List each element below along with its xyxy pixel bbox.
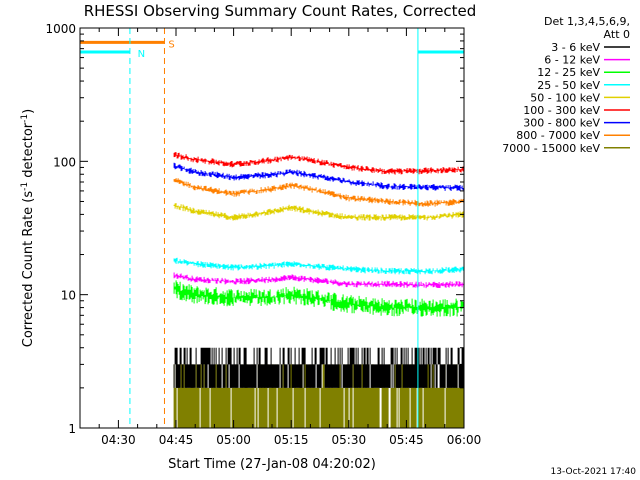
x-axis-label: Start Time (27-Jan-08 04:20:02) [168,457,376,472]
legend-entry: 3 - 6 keV [551,41,630,54]
legend-header-2: Att 0 [604,28,630,41]
legend-entry-label: 50 - 100 keV [530,91,600,104]
legend-entry: 800 - 7000 keV [516,129,630,142]
footer-timestamp: 13-Oct-2021 17:40 [551,467,637,477]
marker-label-s: S [168,39,174,50]
y-axis-label-mid: detector [21,122,36,182]
series-line [173,178,464,207]
series-line [173,203,464,221]
y-axis-label-sup2: -1 [20,114,30,123]
x-tick-label: 04:30 [101,433,136,447]
chart-title: RHESSI Observing Summary Count Rates, Co… [84,2,477,20]
legend-entry: 100 - 300 keV [523,104,630,117]
legend-header-1: Det 1,3,4,5,6,9, [544,15,630,28]
y-axis-label-sup1: -1 [20,182,30,191]
y-tick-label: 10 [61,289,76,303]
marker-label-n: N [138,49,145,60]
legend-entry: 12 - 25 keV [537,66,630,79]
y-axis-label-end: ) [21,109,36,114]
series-25-50-kev [173,257,464,275]
x-tick-label: 05:15 [274,433,309,447]
x-tick-label: 05:30 [332,433,367,447]
legend-entry-label: 800 - 7000 keV [516,129,600,142]
series-50-100-kev [173,203,464,221]
series-6-12-kev [173,272,464,289]
legend-entry-label: 3 - 6 keV [551,41,600,54]
y-axis-label-main: Corrected Count Rate (s [21,191,36,348]
series-12-25-kev [173,280,464,317]
series-line [173,280,464,317]
legend-entry-label: 7000 - 15000 keV [502,142,600,155]
legend-entry-label: 6 - 12 keV [544,54,600,67]
series-800-7000-kev [173,178,464,207]
series-line [173,162,464,191]
y-tick-label: 100 [53,155,76,169]
x-tick-label: 06:00 [447,433,482,447]
legend-entry: 6 - 12 keV [544,54,630,67]
legend-entry: 50 - 100 keV [530,91,630,104]
y-tick-label: 1000 [45,22,76,36]
y-tick-label: 1 [68,422,76,436]
series-line [173,152,464,175]
legend-entry: 300 - 800 keV [523,117,630,130]
y-axis-label: Corrected Count Rate (s-1 detector-1) [20,109,36,347]
series-3-6-kev [173,347,464,388]
series-line [173,257,464,275]
x-tick-label: 04:45 [159,433,194,447]
legend-entry-label: 300 - 800 keV [523,117,600,130]
series-300-800-kev [173,162,464,191]
legend-entry-label: 12 - 25 keV [537,66,600,79]
series-100-300-kev [173,152,464,175]
legend-entry: 7000 - 15000 keV [502,142,630,155]
x-tick-label: 05:00 [216,433,251,447]
legend-entry-label: 100 - 300 keV [523,104,600,117]
legend-entry-label: 25 - 50 keV [537,79,600,92]
series-line [173,347,464,388]
series-line [173,272,464,289]
x-tick-label: 05:45 [389,433,424,447]
legend-entry: 25 - 50 keV [537,79,630,92]
